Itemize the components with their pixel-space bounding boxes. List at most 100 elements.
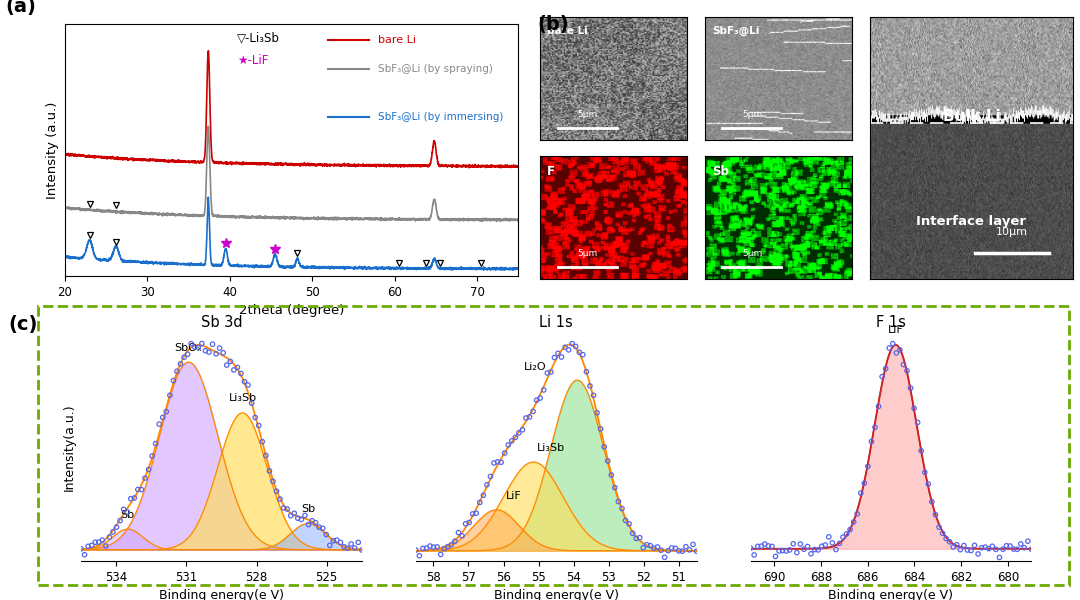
Point bbox=[570, 347, 588, 357]
Point bbox=[168, 367, 186, 376]
Point bbox=[500, 440, 517, 450]
Point bbox=[415, 544, 432, 553]
Point bbox=[934, 529, 951, 538]
X-axis label: 2theta (degree): 2theta (degree) bbox=[239, 304, 345, 317]
Text: ★-LiF: ★-LiF bbox=[238, 54, 269, 67]
Point bbox=[774, 546, 792, 556]
Point bbox=[158, 407, 175, 416]
Point bbox=[838, 529, 855, 539]
Point bbox=[756, 539, 773, 549]
Point bbox=[970, 549, 987, 559]
Point bbox=[649, 542, 666, 552]
Point bbox=[80, 542, 97, 551]
Text: ▽-Li₃Sb: ▽-Li₃Sb bbox=[238, 32, 280, 44]
Point bbox=[905, 403, 922, 413]
Point bbox=[764, 542, 781, 551]
Point bbox=[271, 494, 288, 504]
Text: LiF: LiF bbox=[888, 325, 904, 335]
Text: Li₃Sb: Li₃Sb bbox=[228, 394, 257, 403]
Point bbox=[133, 485, 150, 494]
Point bbox=[860, 461, 877, 471]
Point bbox=[767, 551, 784, 561]
Point bbox=[525, 407, 542, 416]
Point bbox=[218, 360, 235, 370]
Point bbox=[885, 339, 902, 349]
Title: Sb 3d: Sb 3d bbox=[201, 316, 242, 331]
Point bbox=[589, 408, 606, 418]
Point bbox=[243, 398, 260, 408]
Point bbox=[165, 376, 183, 385]
Point bbox=[941, 537, 958, 547]
Point bbox=[429, 542, 446, 552]
Point bbox=[888, 348, 905, 358]
X-axis label: Binding energy(e V): Binding energy(e V) bbox=[828, 589, 954, 600]
Point bbox=[781, 545, 798, 555]
Point bbox=[627, 533, 645, 543]
Point bbox=[296, 511, 313, 520]
Point bbox=[578, 367, 595, 376]
Point bbox=[204, 340, 221, 349]
Point bbox=[652, 545, 670, 555]
Point bbox=[257, 451, 274, 460]
Point bbox=[899, 366, 916, 376]
Point bbox=[190, 343, 207, 352]
Point bbox=[784, 539, 801, 548]
Point bbox=[130, 485, 147, 494]
Point bbox=[981, 544, 998, 553]
Point bbox=[895, 360, 913, 370]
Point bbox=[606, 483, 623, 493]
Point bbox=[471, 497, 488, 507]
Point bbox=[553, 352, 570, 362]
Point bbox=[475, 490, 492, 500]
Point bbox=[742, 543, 759, 553]
Point bbox=[987, 545, 1004, 554]
Point bbox=[229, 362, 246, 372]
Point bbox=[831, 539, 848, 548]
Point bbox=[937, 534, 955, 544]
Point bbox=[246, 413, 264, 422]
Point bbox=[810, 545, 827, 555]
Point bbox=[545, 353, 563, 362]
Point bbox=[226, 365, 243, 375]
Text: SbF₃@Li (by spraying): SbF₃@Li (by spraying) bbox=[378, 64, 492, 74]
Point bbox=[948, 540, 966, 550]
Point bbox=[745, 550, 762, 560]
Point bbox=[680, 545, 698, 554]
Point bbox=[945, 542, 962, 552]
Point bbox=[183, 339, 200, 349]
Point bbox=[446, 536, 463, 546]
X-axis label: Binding energy(e V): Binding energy(e V) bbox=[159, 589, 284, 600]
Point bbox=[460, 518, 477, 527]
Point bbox=[624, 529, 642, 538]
Point bbox=[581, 381, 598, 391]
Point bbox=[172, 359, 189, 368]
Point bbox=[179, 349, 197, 359]
Point bbox=[303, 516, 321, 526]
Point bbox=[457, 519, 474, 529]
Point bbox=[282, 511, 299, 520]
Point bbox=[990, 553, 1008, 562]
Point bbox=[418, 543, 435, 553]
Point bbox=[984, 541, 1001, 551]
Point bbox=[521, 412, 538, 422]
Point bbox=[920, 479, 937, 489]
Point bbox=[1020, 536, 1037, 546]
Text: SbF₃@Li (by immersing): SbF₃@Li (by immersing) bbox=[378, 112, 503, 122]
Point bbox=[642, 541, 659, 551]
Point bbox=[595, 442, 612, 452]
Text: bare Li: bare Li bbox=[548, 26, 589, 36]
Point bbox=[175, 352, 192, 362]
Point bbox=[468, 508, 485, 518]
Point bbox=[275, 503, 293, 513]
Point bbox=[507, 433, 524, 442]
Point bbox=[564, 339, 581, 349]
Point bbox=[631, 533, 648, 542]
Point bbox=[83, 541, 100, 550]
Point bbox=[489, 457, 507, 467]
Title: F 1s: F 1s bbox=[876, 316, 906, 331]
Point bbox=[603, 470, 620, 480]
Point bbox=[108, 523, 125, 532]
Point bbox=[788, 548, 806, 557]
Point bbox=[674, 547, 691, 556]
Point bbox=[802, 549, 820, 559]
